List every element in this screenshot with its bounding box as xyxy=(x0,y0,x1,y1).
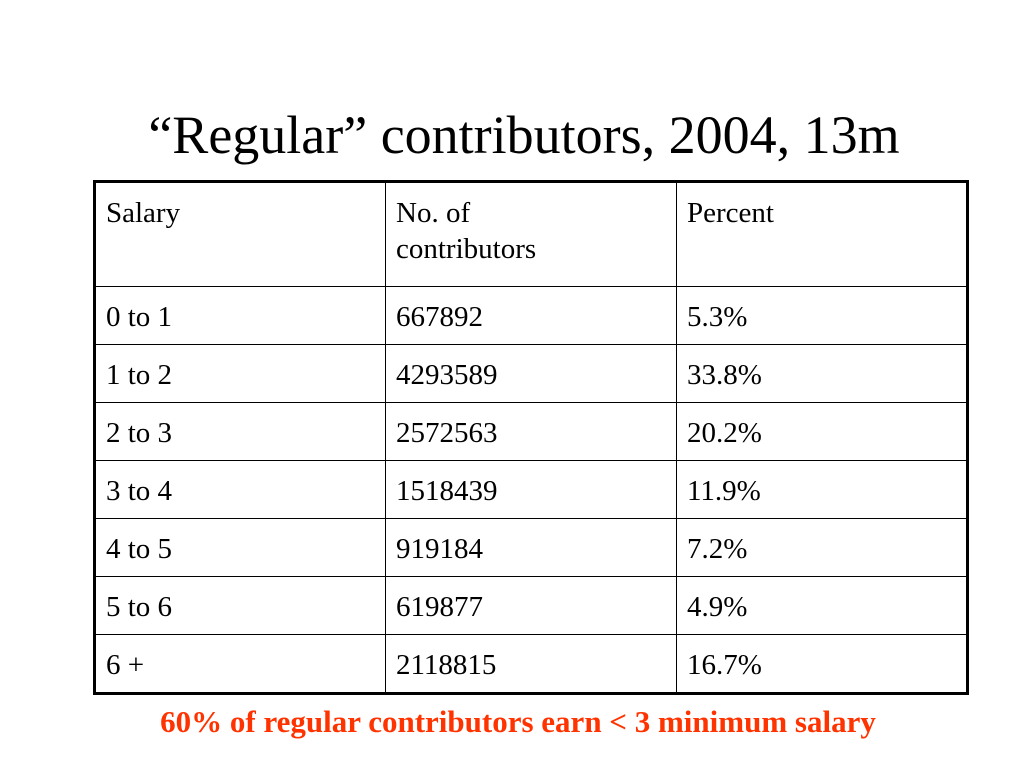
slide-title: “Regular” contributors, 2004, 13m xyxy=(148,105,900,165)
table-row: 4 to 5 919184 7.2% xyxy=(94,518,968,577)
table-cell: 3 to 4 xyxy=(94,460,386,519)
table-row: 2 to 3 2572563 20.2% xyxy=(94,402,968,461)
header-text: Salary xyxy=(106,197,181,229)
table-cell: 1 to 2 xyxy=(94,344,386,403)
header-text: No. of contributors xyxy=(396,197,537,265)
header-cell: Percent xyxy=(676,181,968,287)
table-cell: 619877 xyxy=(385,576,677,635)
table-cell: 5 to 6 xyxy=(94,576,386,635)
footnote: 60% of regular contributors earn < 3 min… xyxy=(160,704,876,739)
table-cell: 33.8% xyxy=(676,344,968,403)
table-cell: 919184 xyxy=(385,518,677,577)
table-row: 1 to 2 4293589 33.8% xyxy=(94,344,968,403)
table-cell: 20.2% xyxy=(676,402,968,461)
table-cell: 2 to 3 xyxy=(94,402,386,461)
header-text: Percent xyxy=(687,197,774,229)
table-cell: 11.9% xyxy=(676,460,968,519)
table-cell: 4 to 5 xyxy=(94,518,386,577)
table-cell: 667892 xyxy=(385,286,677,345)
table-cell: 0 to 1 xyxy=(94,286,386,345)
table-cell: 6 + xyxy=(94,634,386,694)
table-row: 3 to 4 1518439 11.9% xyxy=(94,460,968,519)
table-cell: 16.7% xyxy=(676,634,968,694)
table-cell: 7.2% xyxy=(676,518,968,577)
table-row: 0 to 1 667892 5.3% xyxy=(94,286,968,345)
table-row: 6 +2118815 16.7% xyxy=(94,634,968,694)
table-cell: 2118815 xyxy=(385,634,677,694)
header-cell: No. of contributors xyxy=(385,181,677,287)
table-cell: 4293589 xyxy=(385,344,677,403)
table-cell: 5.3% xyxy=(676,286,968,345)
table-header: Salary No. of contributors Percent xyxy=(94,181,968,287)
table-row: 5 to 6 619877 4.9% xyxy=(94,576,968,635)
header-row: Salary No. of contributors Percent xyxy=(94,181,968,287)
table-cell: 1518439 xyxy=(385,460,677,519)
table-cell: 4.9% xyxy=(676,576,968,635)
header-cell: Salary xyxy=(94,181,386,287)
table-cell: 2572563 xyxy=(385,402,677,461)
table-body: 0 to 1 667892 5.3% 1 to 2 4293589 33.8% 2 to 3… xyxy=(94,286,968,694)
